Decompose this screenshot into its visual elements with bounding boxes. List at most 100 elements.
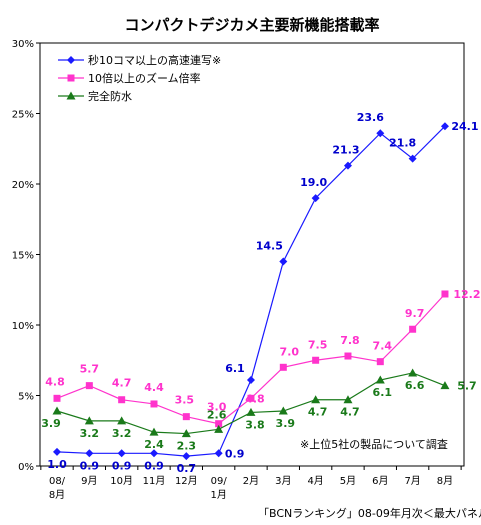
series-3-point — [343, 395, 353, 404]
series-3-point — [149, 427, 159, 436]
data-label: 21.3 — [332, 144, 359, 157]
y-tick-label: 20% — [12, 180, 34, 191]
x-tick-label: 8月 — [49, 489, 65, 501]
series-1-point — [343, 161, 352, 170]
data-label: 6.1 — [373, 386, 393, 399]
data-label: 6.1 — [225, 362, 245, 375]
data-label: 21.8 — [389, 137, 416, 150]
data-label: 0.9 — [80, 459, 100, 472]
data-label: 1.0 — [47, 458, 67, 471]
series-1-point — [246, 375, 255, 384]
series-1-point — [279, 257, 288, 266]
legend-marker — [67, 56, 75, 64]
series-2-point — [118, 396, 126, 404]
series-3-point — [375, 375, 385, 384]
data-label: 2.3 — [177, 440, 197, 453]
data-label: 2.4 — [144, 438, 164, 451]
survey-note: ※上位5社の製品について調査 — [300, 437, 448, 451]
data-label: 3.2 — [112, 427, 132, 440]
data-label: 4.7 — [340, 406, 360, 419]
data-label: 9.7 — [405, 307, 425, 320]
x-tick-label: 12月 — [175, 475, 198, 487]
series-3-point — [214, 424, 224, 433]
data-label: 6.6 — [405, 379, 425, 392]
series-2-point — [85, 382, 93, 390]
series-3-point — [311, 395, 321, 404]
x-tick-label: 5月 — [340, 475, 356, 487]
x-tick-label: 08/ — [49, 476, 66, 487]
legend-label: 秒10コマ以上の高速連写※ — [88, 53, 221, 67]
data-label: 3.9 — [41, 417, 61, 430]
series-layer — [52, 122, 450, 461]
y-tick-label: 15% — [12, 251, 34, 262]
axes: 0% 5% 10% 15% 20% 25% 30% 08/8月 9月 10月 11月 12月 09/1月… — [12, 39, 465, 501]
legend-marker — [66, 91, 76, 100]
series-3 — [52, 368, 450, 438]
y-tick-label: 10% — [12, 321, 34, 332]
series-3-point — [246, 407, 256, 416]
series-2-point — [441, 290, 449, 298]
x-tick-label: 11月 — [143, 475, 166, 487]
data-label: 4.8 — [45, 375, 65, 388]
series-2-point — [279, 363, 287, 371]
series-2-point — [53, 394, 61, 402]
data-label: 24.1 — [451, 120, 478, 133]
series-1-point — [117, 449, 126, 458]
series-1-point — [408, 154, 417, 163]
data-label: 4.8 — [245, 392, 265, 405]
data-label: 0.9 — [144, 459, 164, 472]
data-label: 12.2 — [453, 288, 480, 301]
x-tick-label: 10月 — [110, 475, 133, 487]
y-tick-label: 25% — [12, 110, 34, 121]
data-label: 7.8 — [340, 334, 360, 347]
chart-title: コンパクトデジカメ主要新機能搭載率 — [124, 16, 379, 34]
data-label: 4.4 — [144, 381, 164, 394]
data-label: 19.0 — [300, 176, 327, 189]
data-label: 7.4 — [373, 340, 393, 353]
x-tick-label: 1月 — [210, 489, 226, 501]
series-1-point — [53, 447, 61, 456]
x-tick-label: 3月 — [275, 475, 291, 487]
series-1-point — [214, 449, 223, 458]
data-label: 2.6 — [207, 408, 227, 421]
data-label: 4.7 — [112, 377, 132, 390]
series-2-point — [312, 356, 320, 364]
data-label: 0.9 — [225, 447, 245, 460]
legend-marker — [67, 74, 75, 82]
data-label: 3.9 — [276, 417, 296, 430]
series-3-point — [84, 416, 94, 425]
data-label: 7.5 — [308, 338, 328, 351]
series-1-point — [376, 129, 385, 138]
series-line-1 — [56, 125, 446, 457]
x-tick-label: 09/ — [211, 476, 228, 487]
series-3-point — [440, 381, 450, 390]
series-3-point — [278, 406, 288, 415]
data-label: 3.8 — [245, 418, 265, 431]
data-label: 0.9 — [112, 459, 132, 472]
data-label: 14.5 — [256, 240, 283, 253]
series-2-point — [409, 325, 417, 333]
series-2 — [53, 290, 449, 428]
x-tick-label: 7月 — [404, 475, 420, 487]
series-3-point — [117, 416, 127, 425]
legend-label: 完全防水 — [88, 89, 132, 103]
x-tick-label: 2月 — [243, 475, 259, 487]
data-labels: 1.0 0.9 0.9 0.9 0.7 0.9 6.1 14.5 19.0 21.3 23.6 21.… — [41, 111, 480, 475]
data-label: 3.2 — [80, 427, 100, 440]
series-2-point — [247, 394, 255, 402]
series-3-point — [408, 368, 418, 377]
series-1 — [53, 122, 449, 461]
series-1-point — [440, 122, 449, 131]
y-tick-label: 30% — [12, 39, 34, 50]
series-2-point — [182, 413, 190, 421]
series-2-point — [150, 400, 158, 408]
y-tick-label: 5% — [18, 392, 34, 403]
x-tick-label: 4月 — [307, 475, 323, 487]
data-label: 5.7 — [80, 363, 100, 376]
data-label: 7.0 — [280, 345, 300, 358]
series-3-point — [52, 406, 62, 415]
series-1-point — [182, 452, 191, 461]
x-tick-label: 6月 — [372, 475, 388, 487]
series-3-point — [181, 429, 191, 438]
